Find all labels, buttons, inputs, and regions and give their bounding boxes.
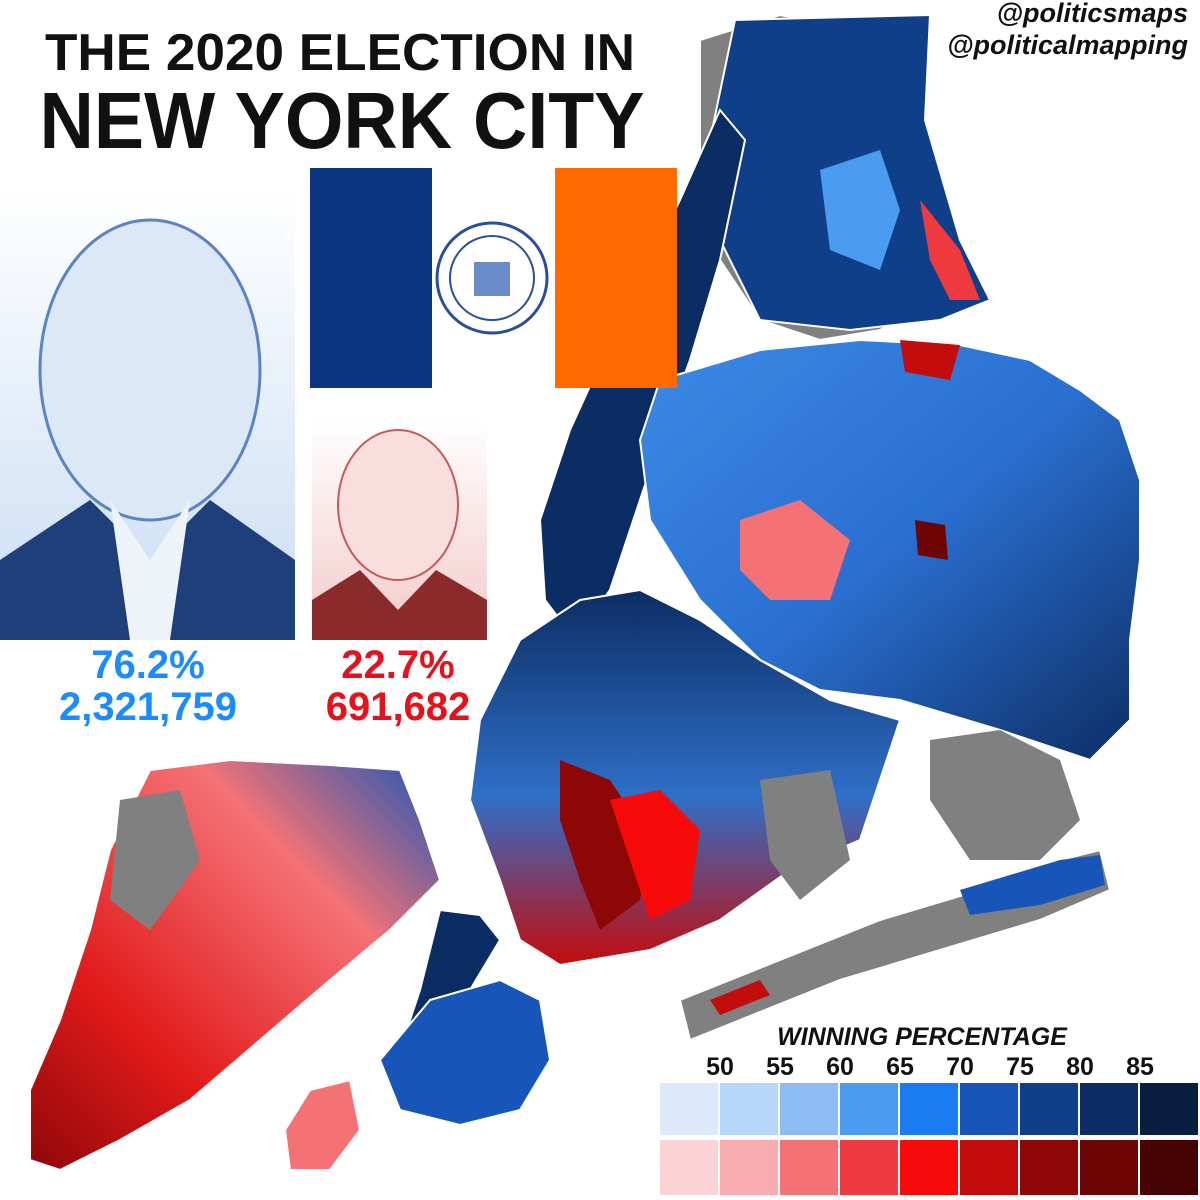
legend-swatch-republican [960,1140,1018,1195]
legend-tick: 85 [1126,1053,1154,1081]
legend-tick: 70 [946,1053,974,1081]
legend-tick: 60 [826,1053,854,1081]
flag-seal-ring [449,235,535,321]
legend-tick: 80 [1066,1053,1094,1081]
map-bronx-detail [920,200,980,300]
legend-swatch-democrat [900,1083,958,1135]
title-line-2: NEW YORK CITY [40,76,645,165]
map-staten-island [29,758,442,1172]
legend: WINNING PERCENTAGE 50 55 60 65 70 75 80 85 [660,1023,1198,1195]
map-rockaway-detail [710,980,770,1015]
portrait-face [38,218,262,522]
portrait-face [337,429,459,581]
map-park [110,790,200,930]
map-inset-island [283,1078,362,1171]
map-park [760,770,850,900]
map-queens [638,338,1141,762]
legend-title: WINNING PERCENTAGE [777,1023,1068,1051]
legend-tick: 75 [1006,1053,1034,1081]
legend-swatch-democrat [960,1083,1018,1135]
map-rockaway-detail [960,855,1105,915]
map-bronx-detail [820,150,900,270]
legend-swatch-republican [660,1140,718,1195]
legend-tick: 65 [886,1053,914,1081]
legend-swatch-republican [840,1140,898,1195]
legend-swatch-republican [1140,1140,1198,1195]
biden-portrait [0,190,295,640]
legend-swatch-republican [780,1140,838,1195]
map-queens-detail [740,500,850,600]
legend-swatch-democrat [1080,1083,1138,1135]
portrait-suit [312,570,487,640]
legend-swatch-republican [900,1140,958,1195]
portrait-shirt [110,500,190,640]
legend-swatch-republican [720,1140,778,1195]
title-line-1: THE 2020 ELECTION IN [45,24,635,82]
map-queens-detail [915,520,948,560]
results: 76.2%2,321,759 22.7%691,682 [59,643,470,729]
legend-swatch-republican [1020,1140,1078,1195]
flag-seal-shield [474,262,510,296]
vote-count: 2,321,759 [59,685,237,729]
legend-swatch-democrat [660,1083,718,1135]
map-inset-lower [378,978,552,1127]
map-brooklyn-detail [560,760,650,930]
map [29,13,1141,1172]
legend-swatch-republican [1080,1140,1138,1195]
legend-swatch-democrat [1140,1083,1198,1135]
map-park [930,730,1080,860]
flag-orange [555,168,677,388]
flag-blue [310,168,432,388]
legend-swatch-democrat [1020,1083,1078,1135]
legend-swatch-democrat [840,1083,898,1135]
trump-portrait [312,420,487,640]
vote-count: 691,682 [326,685,471,729]
legend-swatch-democrat [720,1083,778,1135]
nyc-flag [310,168,677,388]
map-queens-detail [900,340,960,380]
legend-tick: 55 [766,1053,794,1081]
credit: @politicalmapping [947,30,1188,60]
vote-percent: 22.7% [341,643,454,687]
legend-tick: 50 [706,1053,734,1081]
credit: @politicsmaps [997,0,1188,28]
vote-percent: 76.2% [91,643,204,687]
legend-swatch-democrat [780,1083,838,1135]
map-brooklyn-detail [610,790,700,920]
